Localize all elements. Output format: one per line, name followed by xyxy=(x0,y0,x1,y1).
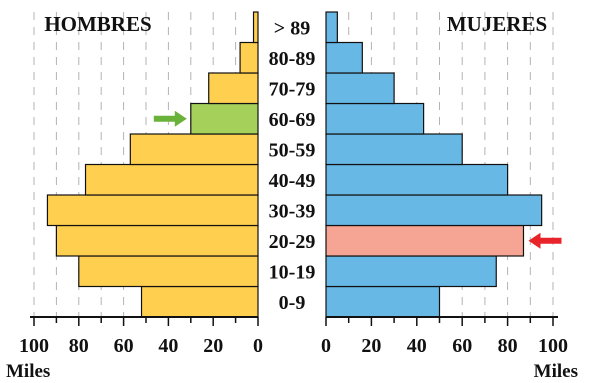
category-label: 80-89 xyxy=(269,48,316,70)
bar-mujeres-60-69 xyxy=(325,102,425,135)
category-label: 0-9 xyxy=(279,292,306,314)
tick-label-right: 20 xyxy=(361,335,381,357)
tick-label-left: 60 xyxy=(114,335,134,357)
tick-label-right: 100 xyxy=(538,335,568,357)
bar-hombres-30-39 xyxy=(46,194,259,227)
bar-hombres-0-9 xyxy=(140,285,259,318)
category-label: 50-59 xyxy=(269,139,316,161)
bar-mujeres-0-9 xyxy=(325,285,441,318)
tick-label-right: 60 xyxy=(452,335,472,357)
category-label: 30-39 xyxy=(269,200,316,222)
bars xyxy=(46,11,562,318)
bar-hombres-> 89 xyxy=(252,11,259,44)
category-label: 40-49 xyxy=(269,170,316,192)
bar-mujeres-80-89 xyxy=(325,41,363,74)
highlight-arrow-green xyxy=(153,110,187,127)
x-axis-label-right: Miles xyxy=(534,361,578,382)
highlight-arrow-red xyxy=(528,232,562,249)
tick-label-left: 80 xyxy=(69,335,89,357)
bar-hombres-80-89 xyxy=(239,41,259,74)
tick-label-right: 80 xyxy=(498,335,518,357)
bar-hombres-40-49 xyxy=(84,163,259,196)
bar-mujeres-> 89 xyxy=(325,11,338,44)
tick-label-left: 0 xyxy=(253,335,263,357)
category-label: > 89 xyxy=(274,17,310,39)
category-label: 60-69 xyxy=(269,109,316,131)
x-axis-label-left: Miles xyxy=(6,361,50,382)
tick-label-left: 40 xyxy=(158,335,178,357)
category-label: 10-19 xyxy=(269,261,316,283)
bar-mujeres-20-29 xyxy=(325,224,525,257)
bar-mujeres-40-49 xyxy=(325,163,509,196)
axes: 0-9 10-19 20-29 30-39 40-49 50-59 60-69 70-79 80… xyxy=(19,17,568,357)
tick-label-left: 20 xyxy=(203,335,223,357)
bar-mujeres-70-79 xyxy=(325,72,395,105)
category-label: 20-29 xyxy=(269,231,316,253)
bar-hombres-60-69 xyxy=(190,102,259,135)
bar-hombres-10-19 xyxy=(78,255,259,288)
left-title: HOMBRES xyxy=(44,12,151,36)
bar-mujeres-10-19 xyxy=(325,255,497,288)
bar-hombres-50-59 xyxy=(129,133,259,166)
tick-label-left: 100 xyxy=(19,335,49,357)
bar-hombres-20-29 xyxy=(55,224,259,257)
category-label: 70-79 xyxy=(269,78,316,100)
bar-hombres-70-79 xyxy=(208,72,259,105)
right-title: MUJERES xyxy=(447,12,547,36)
tick-label-right: 40 xyxy=(407,335,427,357)
tick-label-right: 0 xyxy=(321,335,331,357)
bar-mujeres-50-59 xyxy=(325,133,463,166)
bar-mujeres-30-39 xyxy=(325,194,543,227)
